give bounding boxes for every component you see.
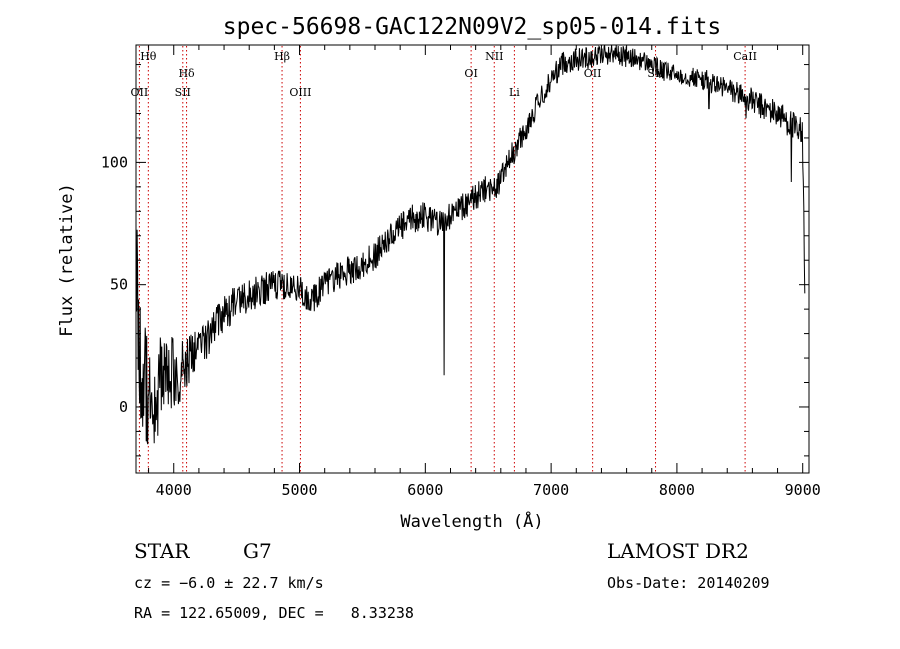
line-marker-label: Hβ: [274, 50, 290, 63]
line-marker-label: OII: [131, 86, 149, 99]
survey-name: LAMOST DR2: [607, 539, 749, 563]
line-marker-label: CaII: [733, 50, 757, 63]
line-marker-label: Hδ: [178, 67, 195, 80]
line-marker-label: SII: [175, 86, 191, 99]
redshift-velocity: cz = −6.0 ± 22.7 km/s: [134, 574, 324, 592]
x-tick-label: 7000: [533, 481, 569, 499]
line-marker-label: OI: [464, 67, 477, 80]
line-marker-label: Hθ: [140, 50, 157, 63]
y-tick-label: 100: [101, 153, 128, 171]
chart-title: spec-56698-GAC122N09V2_sp05-014.fits: [223, 14, 722, 40]
axis-ticks: 4000 5000 6000 7000 8000 9000 0 50 100: [101, 45, 821, 499]
spectrum-line: [136, 44, 806, 445]
y-axis-label: Flux (relative): [57, 183, 77, 337]
plot-frame: [135, 44, 810, 474]
line-marker-label: NII: [485, 50, 503, 63]
line-marker-label: OII: [584, 67, 602, 80]
line-marker-label: OIII: [289, 86, 311, 99]
x-tick-label: 5000: [281, 481, 317, 499]
x-tick-label: 6000: [407, 481, 443, 499]
x-tick-label: 9000: [785, 481, 821, 499]
observation-date: Obs-Date: 20140209: [607, 574, 770, 592]
line-marker-label: Li: [509, 86, 520, 99]
object-type: STAR: [134, 539, 190, 563]
coordinates: RA = 122.65009, DEC = 8.33238: [134, 604, 414, 622]
y-tick-label: 50: [110, 276, 128, 294]
x-tick-label: 8000: [659, 481, 695, 499]
spectrum: [136, 44, 806, 445]
x-axis-label: Wavelength (Å): [400, 510, 543, 532]
x-tick-label: 4000: [156, 481, 192, 499]
object-subclass: G7: [243, 539, 272, 563]
y-tick-label: 0: [119, 398, 128, 416]
